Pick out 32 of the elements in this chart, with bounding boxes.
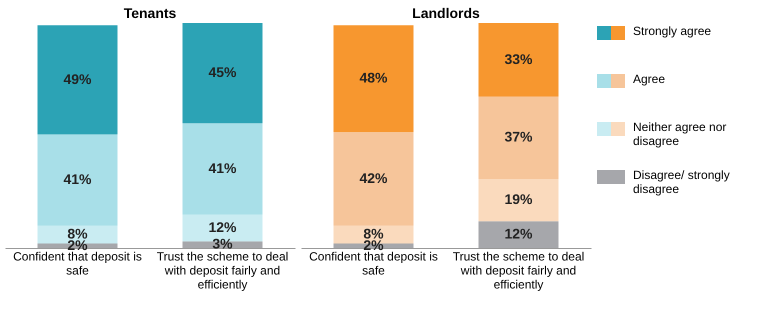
data-label: 12% — [208, 218, 238, 235]
bar — [478, 96, 558, 179]
bar — [478, 178, 558, 222]
x-tick-label: Confident that deposit is safe — [13, 250, 142, 278]
bar — [38, 25, 118, 134]
bar — [478, 23, 558, 97]
data-label: 19% — [504, 191, 534, 208]
chart-title: Landlords — [412, 5, 480, 21]
data-label: 37% — [504, 128, 534, 145]
x-tick-label: Confident that deposit is safe — [309, 250, 438, 278]
x-tick-label: Trust the scheme to deal with deposit fairly and efficiently — [156, 250, 288, 292]
chart-title: Tenants — [124, 5, 177, 21]
bar — [38, 134, 118, 226]
bar — [182, 23, 262, 124]
data-label: 41% — [208, 160, 238, 176]
data-label: 3% — [212, 236, 234, 252]
data-label: 48% — [359, 70, 388, 86]
data-label: 12% — [504, 226, 534, 242]
bar — [334, 132, 414, 226]
bar — [182, 123, 262, 215]
legend-label: Agree — [633, 72, 666, 86]
data-label: 42% — [359, 170, 388, 186]
legend-label: Disagree/ strongly disagree — [633, 168, 730, 196]
data-label: 49% — [63, 70, 92, 87]
x-tick-label: Trust the scheme to deal with deposit fairly and efficiently — [452, 250, 584, 292]
legend-label: Strongly agree — [633, 24, 712, 38]
data-label: 41% — [63, 171, 92, 188]
data-label: 33% — [504, 50, 534, 67]
bar — [478, 221, 558, 248]
bar — [334, 25, 414, 132]
data-label: 45% — [208, 64, 238, 80]
legend-label: Neither agree nor disagree — [633, 120, 726, 148]
